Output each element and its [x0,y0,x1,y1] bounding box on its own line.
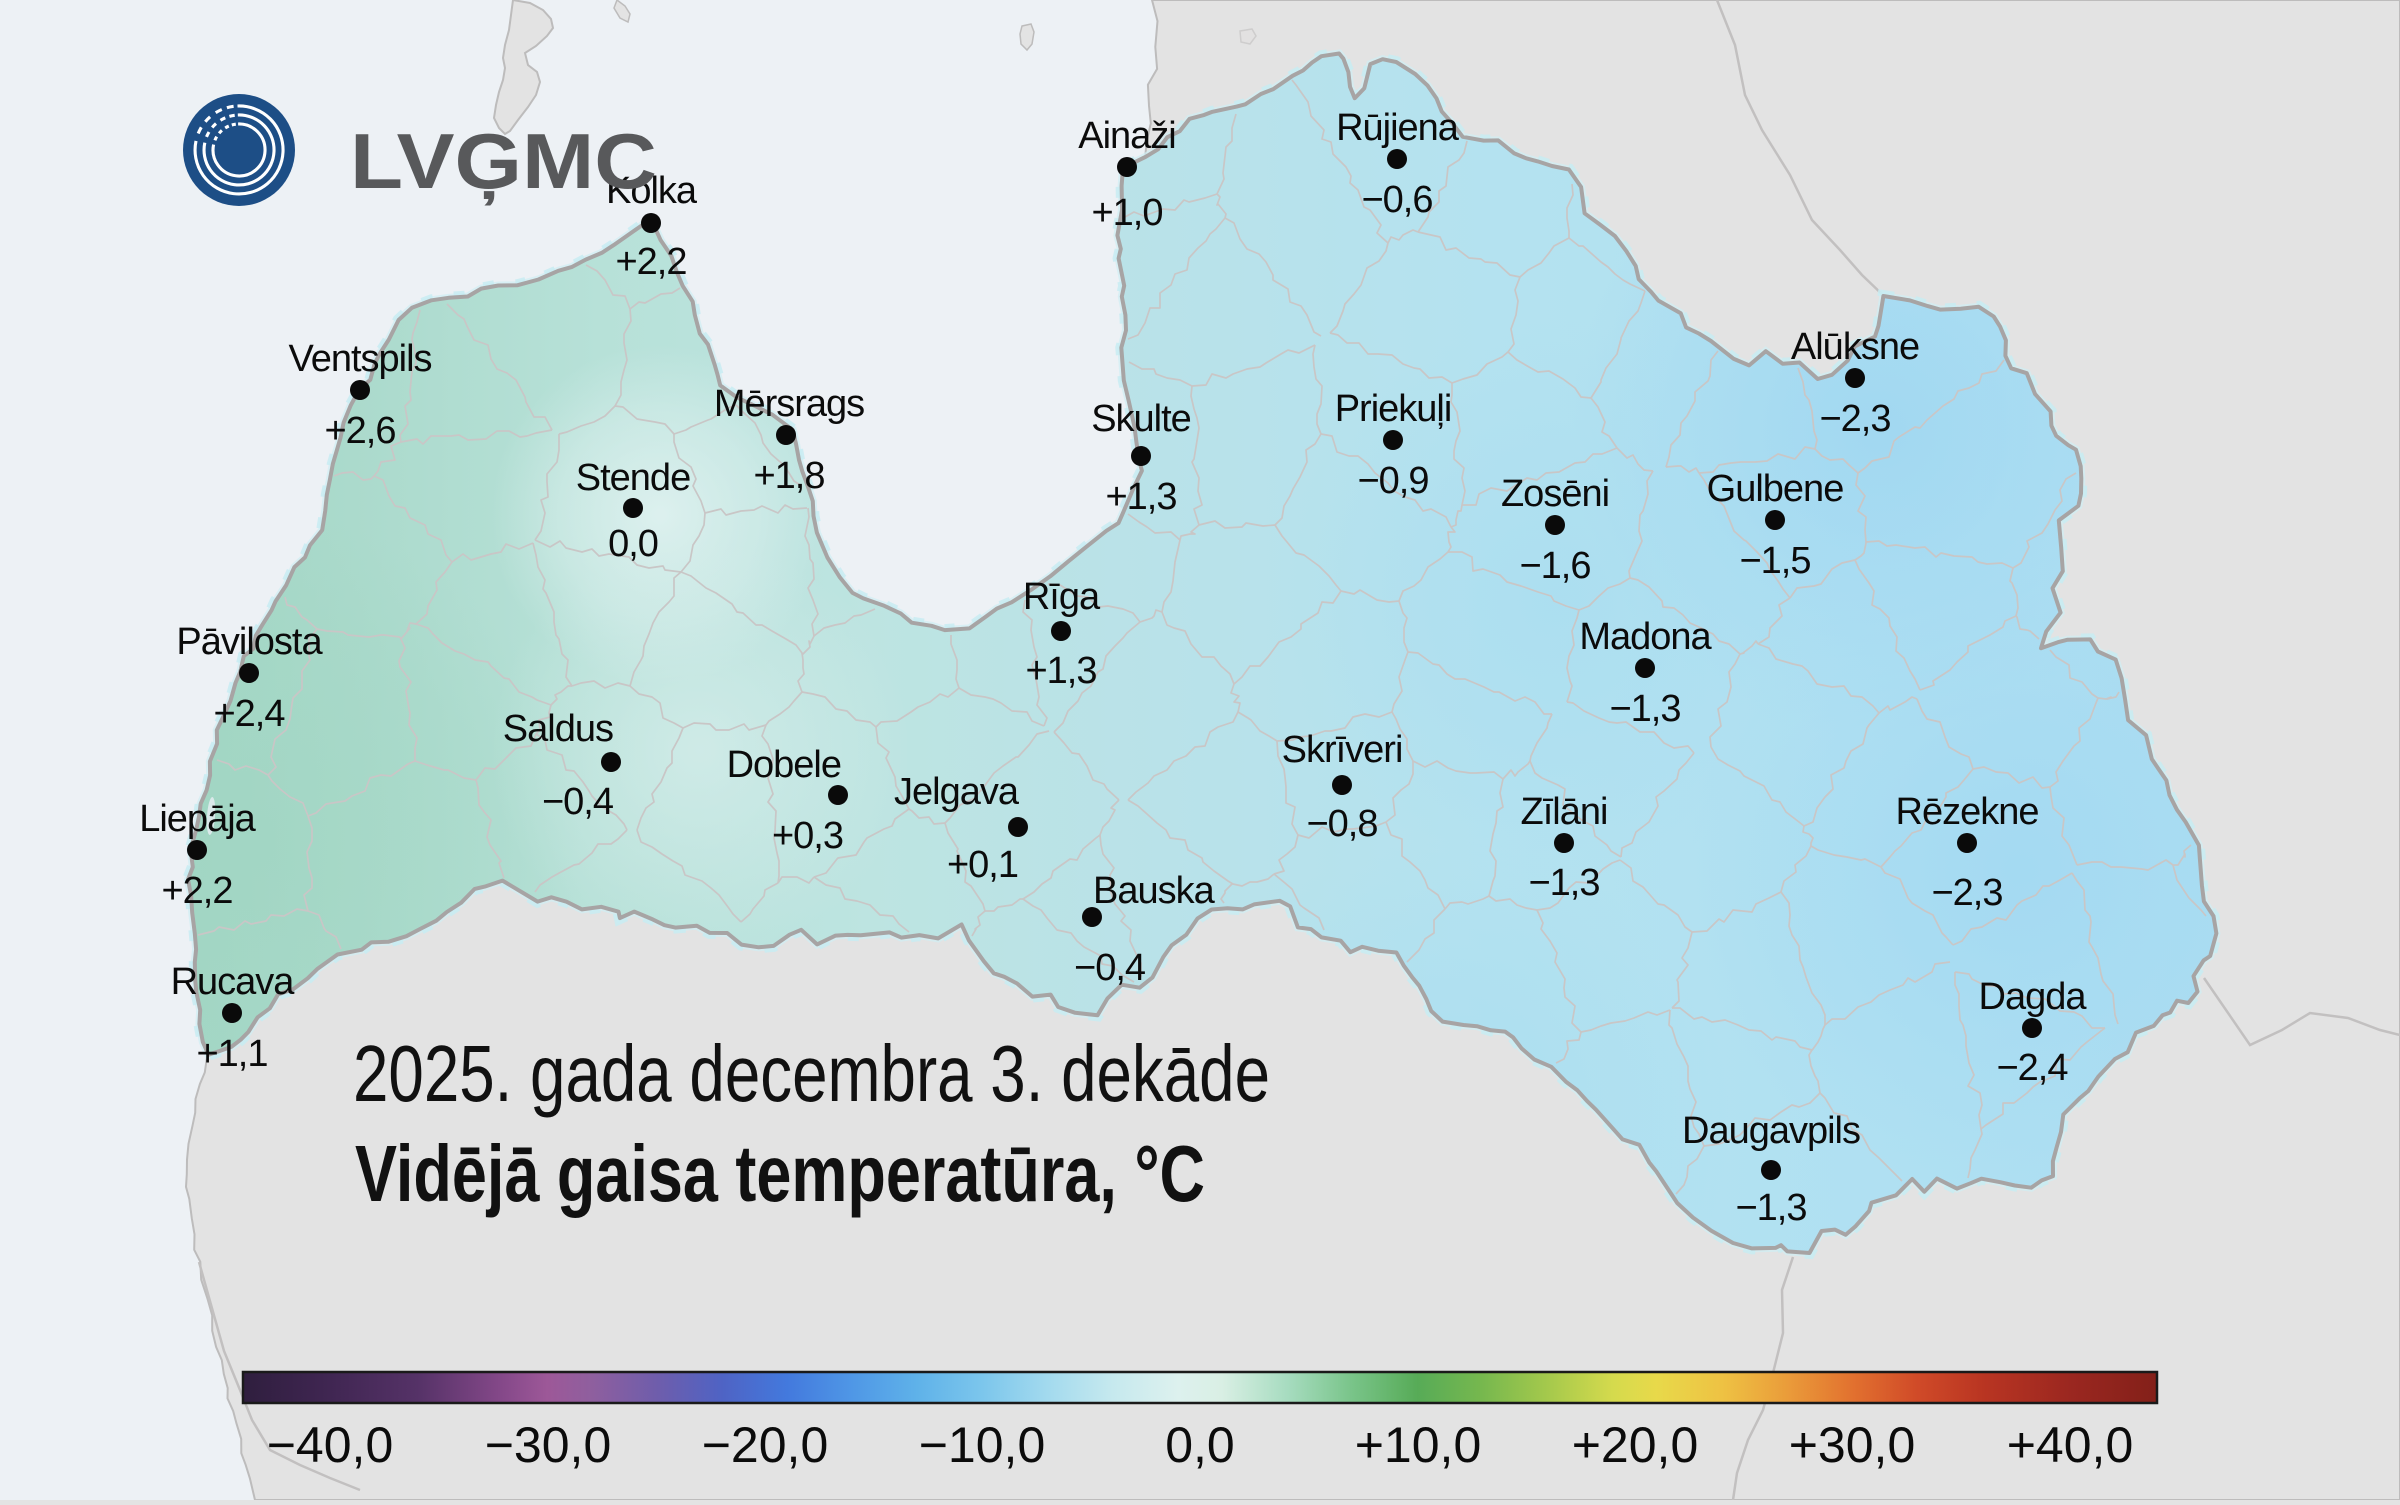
svg-text:Skrīveri: Skrīveri [1282,729,1403,771]
svg-text:Kolka: Kolka [606,170,698,212]
svg-text:+10,0: +10,0 [1355,1417,1482,1473]
svg-text:+2,2: +2,2 [615,241,686,283]
svg-text:0,0: 0,0 [1165,1417,1235,1473]
svg-text:Pāvilosta: Pāvilosta [176,621,323,663]
svg-text:Jelgava: Jelgava [894,771,1020,813]
svg-text:Vidējā gaisa temperatūra, °C: Vidējā gaisa temperatūra, °C [355,1129,1205,1218]
svg-text:−0,6: −0,6 [1361,179,1432,221]
svg-text:+1,0: +1,0 [1091,192,1162,234]
svg-text:−10,0: −10,0 [919,1417,1046,1473]
svg-text:Dobele: Dobele [727,744,841,786]
svg-text:−30,0: −30,0 [485,1417,612,1473]
svg-text:−1,3: −1,3 [1735,1187,1806,1229]
svg-text:−1,3: −1,3 [1609,688,1680,730]
svg-text:Daugavpils: Daugavpils [1682,1110,1860,1152]
svg-text:Zīlāni: Zīlāni [1521,791,1608,833]
svg-text:+0,1: +0,1 [947,844,1018,886]
svg-text:0,0: 0,0 [608,523,658,565]
svg-text:+2,4: +2,4 [213,693,285,735]
svg-text:Rucava: Rucava [171,961,296,1003]
svg-text:+1,8: +1,8 [753,455,824,497]
svg-text:−0,9: −0,9 [1357,460,1428,502]
svg-text:+2,2: +2,2 [161,870,232,912]
svg-text:−2,3: −2,3 [1931,872,2002,914]
svg-text:Madona: Madona [1579,616,1712,658]
svg-text:−0,8: −0,8 [1306,803,1377,845]
svg-text:−0,4: −0,4 [1074,947,1146,989]
svg-text:+20,0: +20,0 [1572,1417,1699,1473]
svg-text:+0,3: +0,3 [772,815,843,857]
svg-text:Rīga: Rīga [1023,576,1101,618]
svg-text:Saldus: Saldus [503,708,613,750]
svg-text:+1,1: +1,1 [196,1033,267,1075]
svg-text:−40,0: −40,0 [267,1417,394,1473]
svg-text:−1,6: −1,6 [1519,545,1590,587]
svg-text:+30,0: +30,0 [1789,1417,1916,1473]
svg-text:−1,3: −1,3 [1528,862,1599,904]
svg-text:+40,0: +40,0 [2007,1417,2134,1473]
svg-text:Alūksne: Alūksne [1791,326,1919,368]
svg-text:Gulbene: Gulbene [1707,468,1844,510]
svg-text:−2,3: −2,3 [1819,398,1890,440]
svg-text:Zosēni: Zosēni [1501,473,1609,515]
svg-text:Priekuļi: Priekuļi [1335,388,1452,430]
svg-text:Liepāja: Liepāja [139,798,256,840]
svg-text:Rēzekne: Rēzekne [1896,791,2039,833]
svg-text:−1,5: −1,5 [1739,540,1810,582]
svg-text:2025. gada decembra 3. dekāde: 2025. gada decembra 3. dekāde [353,1029,1270,1118]
svg-text:Skulte: Skulte [1091,398,1191,440]
svg-text:LVĢMC: LVĢMC [350,117,657,206]
svg-text:+2,6: +2,6 [324,410,395,452]
svg-text:−20,0: −20,0 [702,1417,829,1473]
svg-text:+1,3: +1,3 [1025,650,1096,692]
svg-text:Stende: Stende [576,457,690,499]
svg-text:−0,4: −0,4 [542,781,614,823]
svg-text:−2,4: −2,4 [1996,1047,2068,1089]
svg-text:Dagda: Dagda [1979,976,2088,1018]
svg-text:+1,3: +1,3 [1105,476,1176,518]
svg-text:Ventspils: Ventspils [288,338,431,380]
svg-text:Mērsrags: Mērsrags [714,383,864,425]
svg-text:Ainaži: Ainaži [1078,115,1176,157]
svg-text:Rūjiena: Rūjiena [1336,107,1460,149]
svg-text:Bauska: Bauska [1093,870,1216,912]
